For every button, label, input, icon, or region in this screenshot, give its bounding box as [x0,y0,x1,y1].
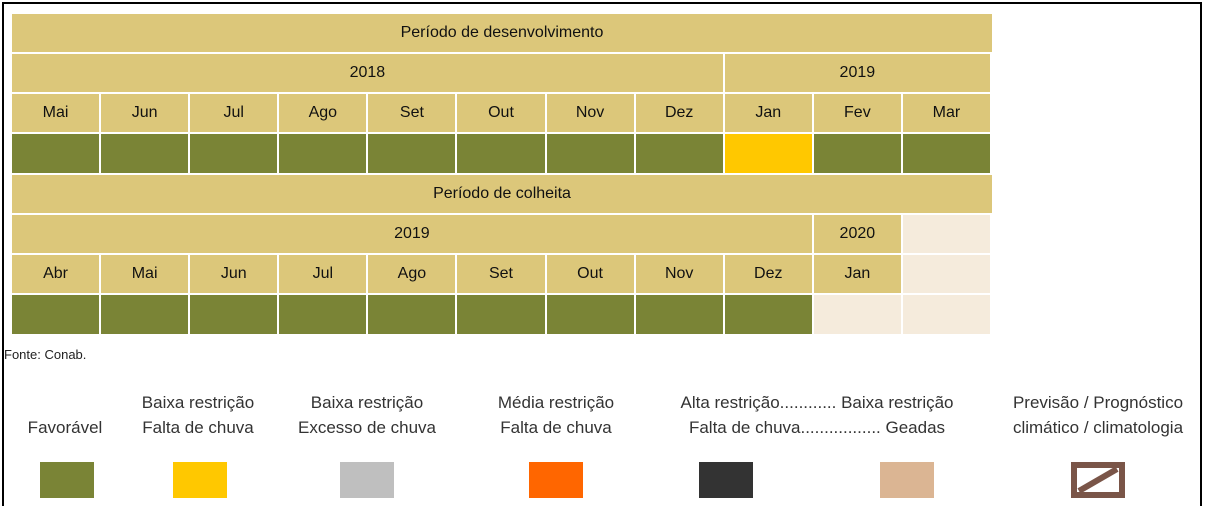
status-cell [635,134,723,173]
status-cell [813,295,901,334]
status-cell [813,134,901,173]
month-cell: Mar [902,94,990,132]
month-cell: Out [457,94,545,132]
source: Fonte: Conab. [4,347,87,362]
status-cell [101,295,189,334]
legend-swatch [699,462,753,498]
month-cell: Fev [813,94,901,132]
month-cell: Jul [190,94,278,132]
month-cell: Jan [724,94,812,132]
legend-label: Alta restrição............ Baixa restriç… [680,393,954,412]
year-cell: 2020 [813,215,901,253]
status-cell [724,134,812,173]
legend-label: Favorável [27,418,103,437]
month-cell: Dez [635,94,723,132]
legend-label: Baixa restrição [141,393,255,412]
month-cell: Ago [368,255,456,293]
legend-swatch [340,462,394,498]
month-cell: Set [457,255,545,293]
legend-label: Falta de chuva [500,418,612,437]
month-cell: Jun [190,255,278,293]
status-cell [12,295,100,334]
section-title: Período de desenvolvimento [12,14,992,52]
status-cell [368,134,456,173]
status-cell [635,295,723,334]
legend-label: climático / climatologia [1012,418,1184,437]
legend-swatch [173,462,227,498]
legend-label: Média restrição [497,393,615,412]
status-cell [457,295,545,334]
month-cell: Mai [12,94,100,132]
month-cell: Ago [279,94,367,132]
section-title: Período de colheita [12,175,992,213]
month-cell: Out [546,255,634,293]
status-cell [190,295,278,334]
empty-cell [902,255,990,293]
month-cell: Jun [101,94,189,132]
legend-swatch [880,462,934,498]
empty-cell [902,215,990,253]
month-cell: Mai [101,255,189,293]
status-cell [546,295,634,334]
legend-swatch [1071,462,1125,498]
legend-swatch [40,462,94,498]
year-cell: 2019 [12,215,812,253]
status-cell [902,134,990,173]
status-cell [279,134,367,173]
legend-label: Falta de chuva [142,418,254,437]
legend-swatch [529,462,583,498]
legend-label: Falta de chuva................. Geadas [688,418,946,437]
month-cell: Jan [813,255,901,293]
month-cell: Dez [724,255,812,293]
month-cell: Set [368,94,456,132]
diagonal-icon [1077,466,1119,494]
year-cell: 2018 [12,54,723,92]
legend-label: Excesso de chuva [298,418,436,437]
legend-label: Baixa restrição [310,393,424,412]
month-cell: Nov [635,255,723,293]
status-cell [724,295,812,334]
month-cell: Nov [546,94,634,132]
status-cell [902,295,990,334]
status-cell [190,134,278,173]
month-cell: Jul [279,255,367,293]
month-cell: Abr [12,255,100,293]
year-cell: 2019 [724,54,990,92]
status-cell [546,134,634,173]
status-cell [279,295,367,334]
legend-label: Previsão / Prognóstico [1012,393,1184,412]
status-cell [12,134,100,173]
status-cell [457,134,545,173]
status-cell [368,295,456,334]
status-cell [101,134,189,173]
